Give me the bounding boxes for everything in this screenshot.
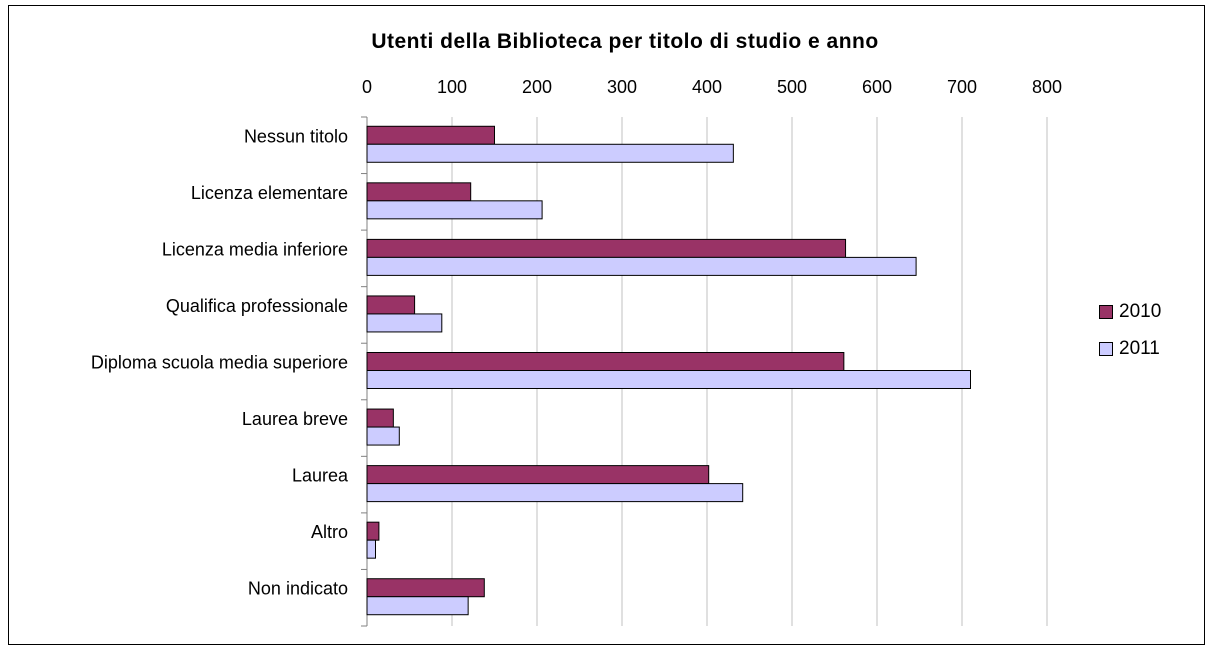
x-tick-label: 600: [862, 77, 892, 97]
bar-2011: [366, 596, 469, 616]
x-tick-label: 200: [522, 77, 552, 97]
x-tick-label: 100: [437, 77, 467, 97]
legend-swatch-2011: [1099, 342, 1113, 356]
legend-label-2011: 2011: [1119, 338, 1160, 359]
bar-2011: [366, 256, 917, 276]
category-label: Laurea: [292, 466, 349, 486]
bar-2011: [366, 313, 443, 333]
x-tick-label: 700: [947, 77, 977, 97]
bar-2010: [366, 295, 416, 315]
bar-2010: [366, 182, 472, 202]
bar-2011: [366, 539, 376, 559]
x-tick-label: 0: [362, 77, 372, 97]
x-tick-label: 400: [692, 77, 722, 97]
bar-2011: [366, 200, 543, 220]
category-label: Non indicato: [248, 579, 348, 599]
chart-title: Utenti della Biblioteca per titolo di st…: [371, 30, 879, 53]
bar-2011: [366, 370, 971, 389]
category-label: Laurea breve: [242, 409, 348, 429]
category-label: Licenza elementare: [191, 183, 348, 203]
bar-2011: [366, 483, 744, 503]
category-label: Nessun titolo: [244, 126, 348, 146]
bar-2010: [366, 125, 495, 145]
legend-item-2011: 2011: [1099, 337, 1160, 361]
x-tick-label: 300: [607, 77, 637, 97]
bar-2010: [366, 578, 485, 598]
x-tick-label: 800: [1032, 77, 1062, 97]
legend-item-2010: 2010: [1099, 300, 1161, 324]
category-label: Diploma scuola media superiore: [91, 353, 348, 373]
legend-swatch-2010: [1099, 305, 1113, 319]
bar-2010: [366, 465, 710, 485]
bar-2011: [366, 426, 400, 446]
category-label: Licenza media inferiore: [162, 239, 348, 259]
bar-2010: [366, 521, 380, 541]
x-tick-label: 500: [777, 77, 807, 97]
category-label: Qualifica professionale: [166, 296, 348, 316]
bar-2010: [366, 352, 845, 371]
bar-2011: [366, 143, 734, 163]
bar-2010: [366, 408, 394, 428]
category-label: Altro: [311, 522, 348, 542]
chart-frame: [8, 5, 1205, 645]
legend-label-2010: 2010: [1119, 301, 1162, 322]
bar-2010: [366, 238, 847, 258]
